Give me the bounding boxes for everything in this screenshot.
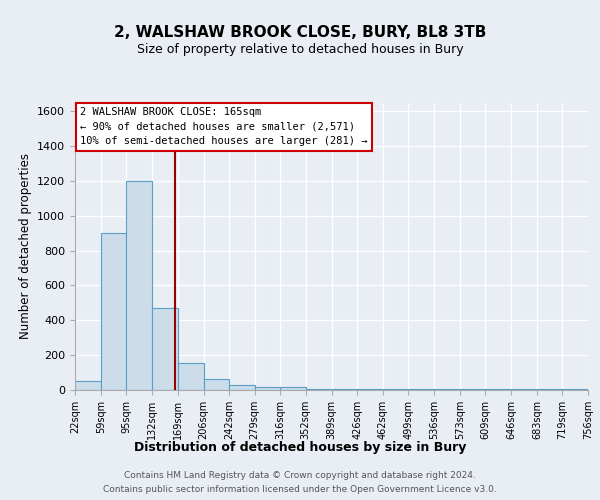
Bar: [152, 308, 178, 390]
Bar: [254, 388, 280, 390]
Bar: [358, 389, 383, 390]
Bar: [434, 389, 460, 390]
Text: Size of property relative to detached houses in Bury: Size of property relative to detached ho…: [137, 44, 463, 57]
Bar: [409, 389, 434, 390]
Text: Contains public sector information licensed under the Open Government Licence v3: Contains public sector information licen…: [103, 484, 497, 494]
Bar: [101, 233, 126, 390]
Y-axis label: Number of detached properties: Number of detached properties: [19, 153, 32, 340]
Bar: [562, 389, 588, 390]
Text: 2 WALSHAW BROOK CLOSE: 165sqm
← 90% of detached houses are smaller (2,571)
10% o: 2 WALSHAW BROOK CLOSE: 165sqm ← 90% of d…: [80, 107, 368, 146]
Bar: [126, 181, 152, 390]
Bar: [178, 363, 203, 390]
Bar: [511, 389, 537, 390]
Bar: [280, 386, 305, 390]
Text: 2, WALSHAW BROOK CLOSE, BURY, BL8 3TB: 2, WALSHAW BROOK CLOSE, BURY, BL8 3TB: [114, 25, 486, 40]
Bar: [331, 389, 358, 390]
Text: Contains HM Land Registry data © Crown copyright and database right 2024.: Contains HM Land Registry data © Crown c…: [124, 472, 476, 480]
Bar: [537, 389, 562, 390]
Bar: [229, 385, 254, 390]
Bar: [75, 382, 101, 390]
Bar: [203, 378, 229, 390]
Bar: [485, 389, 511, 390]
Text: Distribution of detached houses by size in Bury: Distribution of detached houses by size …: [134, 441, 466, 454]
Bar: [383, 389, 409, 390]
Bar: [305, 389, 331, 390]
Bar: [460, 389, 485, 390]
